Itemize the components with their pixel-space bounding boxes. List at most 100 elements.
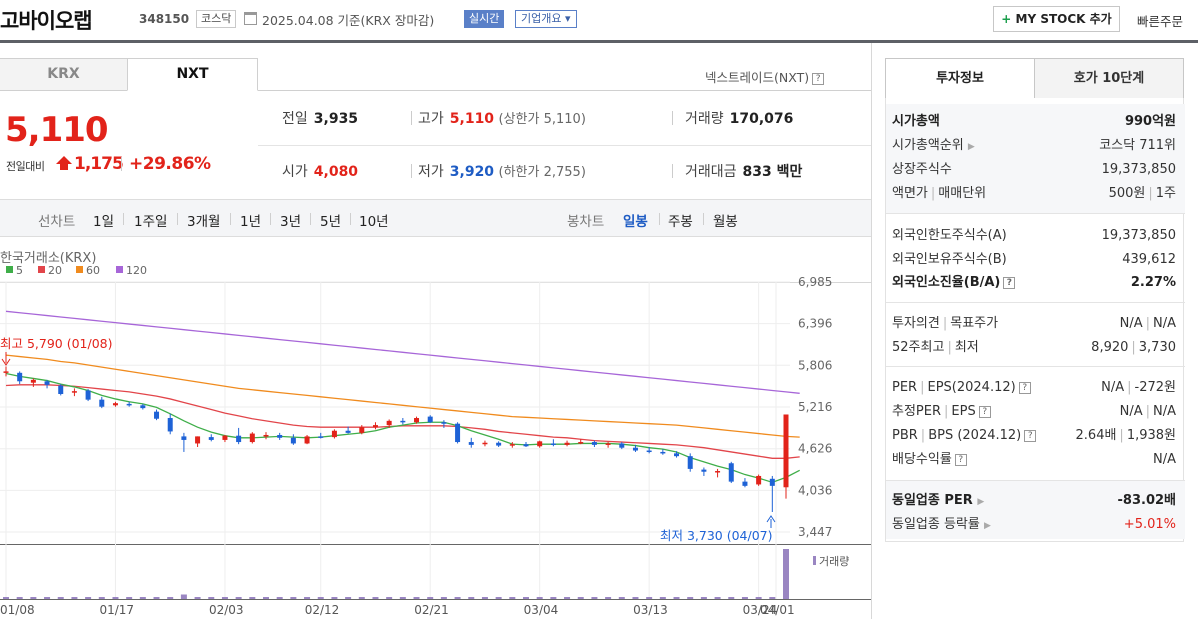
add-my-stock-button[interactable]: + MY STOCK 추가 (993, 6, 1120, 32)
x-tick-label: 02/03 (209, 603, 244, 617)
quote-separator (411, 111, 412, 125)
x-tick-label: 02/21 (414, 603, 449, 617)
candle-body (523, 444, 529, 447)
period-separator (703, 213, 704, 225)
help-icon[interactable]: ? (812, 72, 825, 85)
y-tick-label: 5,806 (798, 358, 832, 372)
period-weekly[interactable]: 주봉 (668, 214, 693, 230)
volume-bar (591, 597, 598, 599)
quick-order-link[interactable]: 빠른주문 (1137, 14, 1184, 29)
candle-body (605, 443, 611, 445)
period-1w[interactable]: 1주일 (134, 214, 168, 230)
period-1d[interactable]: 1일 (93, 214, 115, 230)
industry-change-row[interactable]: 동일업종 등락률 ▶ +5.01% (892, 514, 1176, 536)
candle-body (99, 399, 105, 407)
volume-bar (454, 597, 461, 599)
industry-change-label: 동일업종 등락률 (892, 517, 980, 532)
week52-labels: 52주최고 | 최저 (892, 337, 979, 359)
candle-body (482, 442, 488, 445)
ma120-line (5, 310, 800, 394)
volume-bar (16, 597, 23, 599)
help-icon[interactable]: ? (954, 453, 967, 466)
bps-label: BPS (2024.12) (928, 428, 1022, 443)
open-price: 시가 4,080 (282, 161, 358, 181)
tab-krx[interactable]: KRX (0, 58, 128, 91)
volume-bar (523, 597, 529, 599)
pbr-bps-labels: PBR | BPS (2024.12)? (892, 425, 1037, 447)
pipe-separator: | (930, 186, 936, 201)
period-monthly[interactable]: 월봉 (713, 214, 738, 230)
candle-body (30, 379, 36, 383)
shares-value: 19,373,850 (1101, 162, 1176, 177)
per-eps-labels: PER | EPS(2024.12)? (892, 377, 1031, 399)
volume-bar (659, 597, 666, 599)
period-1y[interactable]: 1년 (240, 214, 262, 230)
candle-body (564, 442, 570, 445)
up-arrow-stem (60, 164, 68, 170)
help-icon[interactable]: ? (1024, 429, 1037, 442)
volume-bar (646, 597, 653, 599)
up-arrow-icon (56, 156, 72, 164)
face-label: 액면가 (892, 186, 928, 201)
volume-bar (427, 597, 434, 599)
volume-bar (44, 597, 51, 599)
tab-order-book[interactable]: 호가 10단계 (1034, 58, 1184, 99)
period-10y[interactable]: 10년 (359, 214, 389, 230)
est-eps-value: N/A (1153, 404, 1176, 419)
candle-body (208, 437, 214, 440)
per-eps-values: N/A | -272원 (1101, 377, 1176, 399)
pipe-separator: | (1131, 340, 1136, 355)
pipe-separator: | (1145, 404, 1150, 419)
est-per-value: N/A (1119, 404, 1143, 419)
calendar-icon (244, 12, 257, 25)
pipe-separator: | (1145, 316, 1150, 331)
chart-title: 한국거래소(KRX) (0, 251, 96, 266)
help-icon[interactable]: ? (978, 405, 991, 418)
period-3m[interactable]: 3개월 (187, 214, 221, 230)
upper-limit: (상한가 5,110) (498, 112, 586, 127)
triangle-right-icon: ▶ (967, 142, 975, 152)
company-overview-dropdown[interactable]: 기업개요 ▾ (515, 10, 577, 28)
volume-bar (167, 597, 174, 599)
candle-body (386, 420, 392, 426)
foreign-ratio-value: 2.27% (1130, 275, 1176, 290)
volume-bar (263, 597, 269, 599)
open-value: 4,080 (313, 164, 359, 180)
candle-body (687, 456, 693, 469)
face-unit-row: 액면가 | 매매단위 500원 | 1주 (892, 183, 1176, 205)
tab-nxt[interactable]: NXT (127, 58, 258, 91)
candle-body (769, 478, 775, 486)
realtime-button[interactable]: 실시간 (464, 10, 505, 28)
stock-code: 348150 (139, 12, 190, 26)
nextrade-link[interactable]: 넥스트레이드(NXT)? (705, 67, 825, 86)
help-icon[interactable]: ? (1018, 381, 1031, 394)
period-5y[interactable]: 5년 (320, 214, 342, 230)
volume-bar (386, 597, 393, 599)
section-divider (886, 302, 1185, 303)
shares-label: 상장주식수 (892, 162, 952, 177)
section-bg (886, 104, 1185, 213)
period-separator (350, 213, 351, 225)
panel-divider (871, 43, 872, 619)
volume-bar (304, 597, 311, 599)
period-3y[interactable]: 3년 (280, 214, 302, 230)
high-value: 5,110 (449, 111, 495, 127)
industry-per-label: 동일업종 PER (892, 493, 973, 508)
trade-amount: 거래대금 833 백만 (685, 161, 802, 181)
pbr-bps-values: 2.64배 | 1,938원 (1076, 425, 1176, 447)
volume-bar (577, 597, 584, 599)
foreign-limit-row: 외국인한도주식수(A) 19,373,850 (892, 225, 1176, 247)
market-cap-label: 시가총액 (892, 114, 940, 129)
volume-bar (536, 597, 543, 599)
pipe-separator: | (944, 404, 949, 419)
investment-info-panel: 시가총액 990억원 시가총액순위 ▶ 코스닥 711위 상장주식수 19,373,8… (885, 98, 1185, 542)
x-tick-label: 01/08 (0, 603, 35, 617)
candle-body (140, 405, 146, 409)
rank-row[interactable]: 시가총액순위 ▶ 코스닥 711위 (892, 135, 1176, 157)
high-label: 고가 (418, 111, 444, 127)
dividend-row: 배당수익률? N/A (892, 449, 1176, 471)
industry-per-row[interactable]: 동일업종 PER ▶ -83.02배 (892, 490, 1176, 512)
period-daily[interactable]: 일봉 (623, 214, 648, 230)
tab-investment-info[interactable]: 투자정보 (885, 58, 1035, 99)
help-icon[interactable]: ? (1003, 276, 1016, 289)
